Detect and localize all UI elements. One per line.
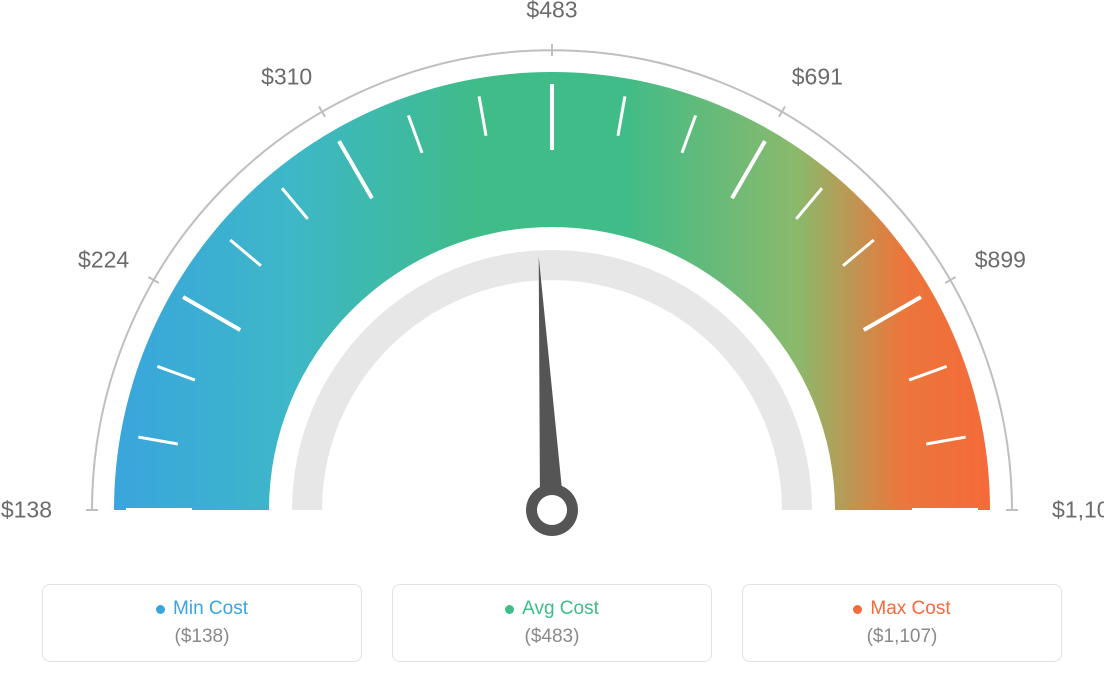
legend-title-avg: Avg Cost: [505, 598, 599, 620]
legend-value-min: ($138): [175, 626, 230, 648]
legend-title-avg-text: Avg Cost: [522, 598, 599, 620]
dot-icon: [853, 605, 862, 614]
legend-card-max: Max Cost ($1,107): [742, 584, 1062, 662]
legend-title-min: Min Cost: [156, 598, 248, 620]
dot-icon: [156, 605, 165, 614]
legend-card-avg: Avg Cost ($483): [392, 584, 712, 662]
legend-value-avg: ($483): [525, 626, 580, 648]
legend-card-min: Min Cost ($138): [42, 584, 362, 662]
gauge-scale-label: $138: [1, 497, 52, 524]
gauge-chart: $138 $224 $310 $483 $691 $899 $1,107: [0, 0, 1104, 560]
gauge-scale-label: $691: [792, 63, 843, 90]
legend-row: Min Cost ($138) Avg Cost ($483) Max Cost…: [0, 584, 1104, 662]
legend-value-max: ($1,107): [867, 626, 938, 648]
gauge-scale-label: $310: [261, 63, 312, 90]
legend-title-min-text: Min Cost: [173, 598, 248, 620]
gauge-scale-label: $899: [975, 247, 1026, 274]
dot-icon: [505, 605, 514, 614]
legend-title-max: Max Cost: [853, 598, 950, 620]
legend-title-max-text: Max Cost: [870, 598, 950, 620]
gauge-svg: [0, 0, 1104, 560]
gauge-scale-label: $483: [526, 0, 577, 24]
gauge-scale-label: $224: [78, 247, 129, 274]
gauge-scale-label: $1,107: [1052, 497, 1104, 524]
